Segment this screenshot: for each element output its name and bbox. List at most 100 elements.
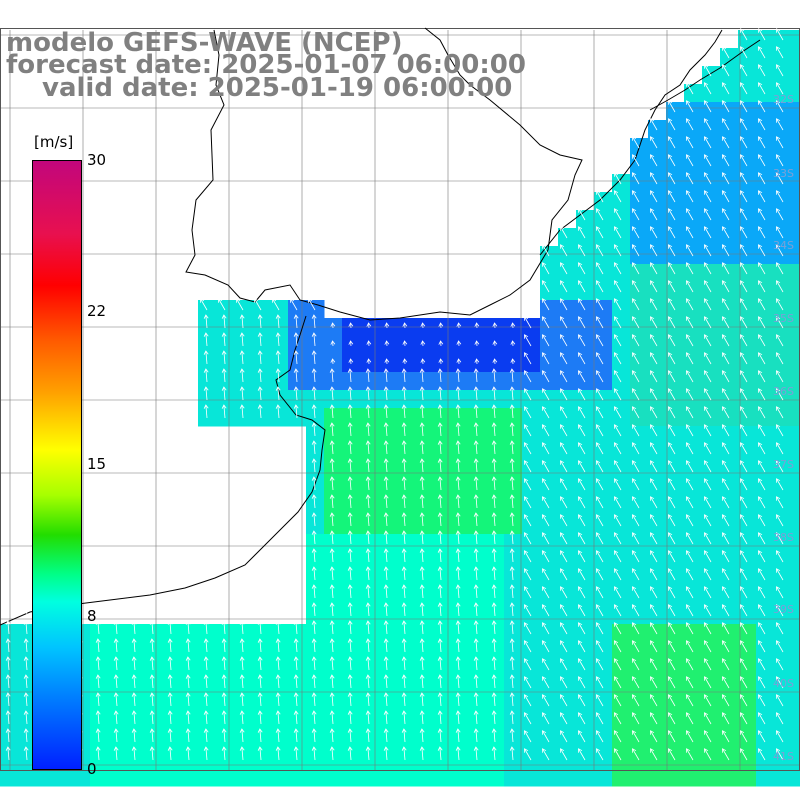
wind-arrow <box>686 82 694 95</box>
wind-speed-cell <box>594 588 613 607</box>
wind-arrow <box>167 638 173 653</box>
wind-arrow <box>740 82 748 95</box>
wind-arrow <box>347 530 353 545</box>
wind-speed-cell <box>702 480 721 499</box>
wind-arrow <box>275 386 281 401</box>
wind-speed-cell <box>720 102 739 121</box>
wind-arrow <box>686 640 694 653</box>
wind-arrow <box>275 638 281 653</box>
wind-speed-cell <box>612 606 631 625</box>
wind-arrow <box>596 676 604 689</box>
wind-arrow <box>668 316 676 329</box>
wind-speed-cell <box>612 534 631 553</box>
wind-speed-cell <box>522 588 541 607</box>
wind-arrow <box>740 424 748 437</box>
wind-arrow <box>668 154 676 167</box>
wind-speed-cell <box>558 714 577 733</box>
wind-arrow <box>668 424 676 437</box>
wind-speed-cell <box>558 390 577 409</box>
wind-speed-cell <box>648 156 667 175</box>
wind-speed-cell <box>792 246 800 265</box>
wind-speed-cell <box>576 210 595 229</box>
wind-speed-cell <box>702 246 721 265</box>
wind-speed-cell <box>684 624 703 643</box>
lat-label-34s: 34S <box>773 239 794 252</box>
lat-label-40s: 40S <box>773 677 794 690</box>
wind-arrow <box>509 476 515 491</box>
wind-speed-cell <box>792 552 800 571</box>
wind-speed-cell <box>702 516 721 535</box>
wind-arrow <box>776 244 784 257</box>
wind-arrow <box>420 358 426 365</box>
wind-speed-cell <box>684 84 703 103</box>
lat-label-39s: 39S <box>773 603 794 616</box>
wind-arrow <box>722 586 730 599</box>
wind-arrow <box>509 674 515 689</box>
wind-arrow <box>560 406 568 419</box>
coastline <box>0 27 761 626</box>
wind-speed-cell <box>738 156 757 175</box>
wind-arrow <box>492 340 498 347</box>
wind-speed-cell <box>756 336 775 355</box>
wind-arrow <box>596 208 604 221</box>
wind-arrow <box>131 674 137 689</box>
wind-arrow <box>578 262 586 275</box>
wind-arrow <box>758 460 766 473</box>
wind-speed-cell <box>522 408 541 427</box>
wind-arrow <box>383 674 389 689</box>
wind-speed-cell <box>648 462 667 481</box>
wind-arrow <box>437 512 443 527</box>
wind-arrow <box>293 692 299 707</box>
wind-arrow <box>740 442 748 455</box>
wind-arrow <box>596 406 604 419</box>
wind-speed-cell <box>792 84 800 103</box>
wind-speed-cell <box>522 354 541 373</box>
wind-arrow <box>578 424 586 437</box>
wind-arrow <box>5 692 11 707</box>
wind-speed-cell <box>612 336 631 355</box>
wind-arrow <box>257 368 263 383</box>
wind-speed-cell <box>792 66 800 85</box>
wind-arrow <box>740 298 748 311</box>
wind-arrow <box>542 424 550 437</box>
wind-arrow <box>650 694 658 707</box>
wind-arrow <box>401 602 407 617</box>
wind-speed-cell <box>756 354 775 373</box>
wind-speed-cell <box>720 570 739 589</box>
wind-arrow <box>383 638 389 653</box>
wind-speed-cell <box>738 408 757 427</box>
wind-arrow <box>596 496 604 509</box>
wind-arrow <box>776 316 784 329</box>
wind-arrow <box>275 746 281 761</box>
wind-arrow <box>722 730 730 743</box>
wind-speed-cell <box>630 480 649 499</box>
wind-arrow <box>740 622 748 635</box>
wind-arrow <box>632 586 640 599</box>
wind-speed-cell <box>702 66 721 85</box>
wind-arrow <box>632 514 640 527</box>
wind-speed-cell <box>756 210 775 229</box>
wind-arrow <box>167 728 173 743</box>
wind-arrow <box>758 370 766 383</box>
wind-speed-cell <box>684 120 703 139</box>
wind-arrow <box>203 386 209 401</box>
wind-arrow <box>524 442 532 455</box>
wind-arrow <box>776 640 784 653</box>
wind-speed-cell <box>594 408 613 427</box>
wind-arrow <box>722 136 730 149</box>
wind-arrow <box>614 388 622 401</box>
wind-speed-cell <box>612 588 631 607</box>
wind-arrow <box>704 118 712 131</box>
wind-speed-cell <box>720 696 739 715</box>
wind-arrow <box>203 332 209 347</box>
wind-arrow <box>347 728 353 743</box>
wind-arrow <box>686 478 694 491</box>
wind-arrow <box>614 154 622 167</box>
wind-speed-cell <box>612 732 631 751</box>
wind-arrow <box>740 658 748 671</box>
wind-arrow <box>596 712 604 725</box>
wind-speed-cell <box>54 768 73 787</box>
wind-arrow <box>419 638 425 653</box>
wind-arrow <box>776 514 784 527</box>
wind-speed-cell <box>738 300 757 319</box>
